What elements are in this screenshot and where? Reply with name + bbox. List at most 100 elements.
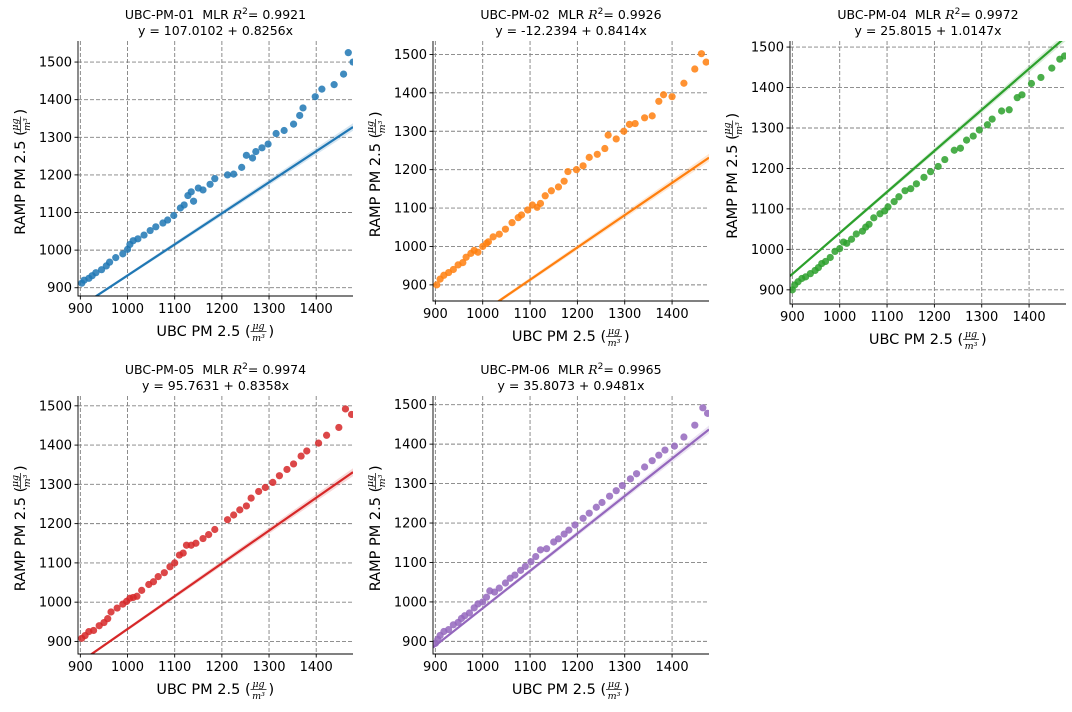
data-point: [495, 584, 503, 592]
subplot-title: UBC-PM-02 MLR R2= 0.9926: [480, 7, 661, 22]
data-point: [1060, 52, 1066, 60]
data-point: [912, 180, 921, 188]
regression-equation: y = 35.8073 + 0.9481x: [497, 378, 644, 393]
y-tick-label: 900: [47, 635, 72, 650]
x-tick-label: 900: [68, 302, 93, 317]
x-tick-label: 1100: [158, 660, 191, 675]
data-point: [303, 447, 311, 455]
x-tick-label: 1300: [252, 660, 285, 675]
data-point: [289, 460, 298, 468]
data-point: [884, 203, 892, 211]
svg-text:): ): [269, 682, 275, 698]
y-tick-label: 1000: [39, 244, 72, 259]
regression-line: [89, 471, 353, 654]
data-point: [330, 81, 338, 89]
regression-equation: y = 107.0102 + 0.8256x: [138, 23, 293, 38]
data-point: [133, 592, 141, 600]
data-point: [655, 451, 663, 459]
data-point: [134, 235, 142, 243]
x-tick-label: 1200: [205, 660, 238, 675]
x-tick-label: 1400: [300, 660, 333, 675]
data-point: [180, 201, 188, 209]
data-point: [179, 549, 187, 557]
y-tick-label: 1400: [394, 438, 427, 453]
data-point: [242, 502, 250, 510]
data-point: [564, 167, 572, 176]
data-point: [988, 115, 996, 123]
data-point: [975, 126, 983, 134]
y-tick-label: 900: [47, 281, 72, 296]
svg-text:μg: μg: [10, 118, 21, 130]
x-tick-label: 1200: [918, 310, 951, 325]
data-point: [516, 566, 525, 574]
y-tick-label: 1100: [39, 556, 72, 571]
data-point: [620, 127, 628, 135]
svg-text:m³: m³: [608, 691, 621, 702]
svg-text:): ): [368, 111, 384, 117]
data-point: [950, 146, 958, 154]
x-tick-label: 1000: [823, 310, 856, 325]
data-point: [998, 107, 1006, 115]
data-point: [661, 446, 669, 454]
r2-value: 0.9965: [618, 362, 662, 377]
svg-text:UBC PM 2.5 (: UBC PM 2.5 (: [512, 329, 606, 345]
data-point: [521, 562, 529, 571]
confidence-band: [496, 153, 709, 301]
axes-spine: [77, 41, 353, 297]
regression-equation: y = -12.2394 + 0.8414x: [495, 23, 647, 38]
data-point: [631, 119, 639, 128]
r2-value: 0.9921: [262, 7, 306, 22]
regression-equation: y = 95.7631 + 0.8358x: [142, 378, 289, 393]
data-point: [335, 423, 343, 432]
y-tick-label: 1500: [394, 48, 427, 63]
x-tick-label: 1000: [466, 307, 499, 322]
data-point: [865, 220, 873, 228]
data-point: [206, 180, 214, 188]
y-tick-label: 1200: [751, 162, 784, 177]
data-point: [297, 452, 305, 460]
svg-text:m³: m³: [734, 122, 745, 135]
svg-text:m³: m³: [252, 691, 265, 702]
y-tick-label: 900: [402, 278, 427, 293]
y-tick-label: 1400: [39, 439, 72, 454]
data-point: [560, 177, 568, 185]
data-point: [907, 185, 915, 193]
data-point: [322, 431, 331, 439]
svg-text:UBC PM 2.5 (: UBC PM 2.5 (: [156, 682, 250, 698]
data-point: [901, 187, 909, 195]
data-point: [680, 79, 688, 87]
y-tick-label: 1000: [751, 243, 784, 258]
regression-line: [496, 156, 709, 301]
x-tick-label: 1200: [561, 307, 594, 322]
data-point: [170, 211, 178, 220]
data-point: [160, 569, 168, 577]
data-point: [691, 65, 699, 73]
axes-spine: [789, 41, 1066, 305]
data-point: [560, 530, 568, 538]
data-point: [847, 235, 856, 243]
y-tick-label: 1200: [394, 517, 427, 532]
data-point: [601, 144, 609, 153]
svg-text:): ): [624, 329, 630, 345]
svg-text:μg: μg: [252, 321, 264, 332]
data-point: [962, 136, 971, 144]
data-point: [895, 193, 903, 201]
data-point: [272, 129, 280, 138]
data-point: [618, 481, 626, 490]
data-point: [565, 526, 573, 534]
x-tick-label: 1300: [608, 307, 641, 322]
data-point: [149, 578, 158, 586]
data-point: [691, 421, 699, 429]
data-point: [255, 487, 263, 496]
data-point: [242, 151, 250, 159]
data-point: [703, 409, 709, 417]
svg-text:m³: m³: [22, 118, 33, 131]
y-tick-label: 900: [402, 635, 427, 650]
data-point: [612, 135, 620, 143]
data-point: [495, 230, 503, 238]
data-point: [140, 231, 148, 239]
axes-spine: [432, 396, 709, 655]
data-point: [843, 239, 851, 247]
